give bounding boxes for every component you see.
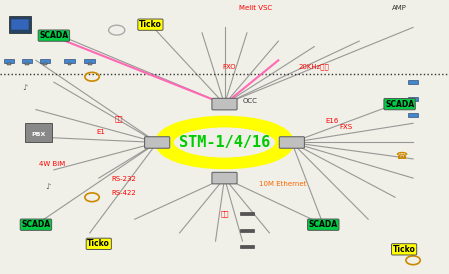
- Bar: [25, 123, 52, 142]
- FancyBboxPatch shape: [212, 98, 237, 110]
- Text: RS-232: RS-232: [111, 176, 136, 182]
- Text: AMP: AMP: [392, 5, 407, 11]
- Text: Ticko: Ticko: [393, 245, 415, 254]
- Bar: [40, 59, 50, 63]
- FancyBboxPatch shape: [145, 137, 170, 148]
- Bar: [25, 63, 29, 65]
- Bar: [408, 80, 418, 84]
- FancyBboxPatch shape: [212, 172, 237, 184]
- Bar: [9, 16, 31, 33]
- Text: ♪: ♪: [22, 83, 28, 92]
- Bar: [240, 245, 254, 248]
- Bar: [240, 229, 254, 232]
- Bar: [43, 63, 47, 65]
- Text: ☎: ☎: [395, 151, 407, 161]
- Bar: [68, 63, 71, 65]
- Text: RS-422: RS-422: [111, 190, 136, 196]
- Text: FXS: FXS: [339, 124, 352, 130]
- Text: E16: E16: [326, 118, 339, 124]
- Text: SCADA: SCADA: [22, 220, 50, 229]
- Text: SCADA: SCADA: [40, 31, 68, 40]
- Text: PBX: PBX: [31, 132, 45, 137]
- Text: 4W BiM: 4W BiM: [39, 161, 65, 167]
- Text: Melit VSC: Melit VSC: [239, 5, 273, 11]
- Text: 20KHz音频: 20KHz音频: [299, 64, 330, 70]
- Text: Ticko: Ticko: [139, 20, 162, 29]
- Text: STM-1/4/16: STM-1/4/16: [179, 135, 270, 150]
- Text: SCADA: SCADA: [385, 100, 414, 109]
- Text: FXO: FXO: [222, 64, 236, 70]
- Bar: [84, 59, 95, 63]
- Text: ♪: ♪: [45, 182, 50, 191]
- Bar: [408, 113, 418, 117]
- Bar: [240, 212, 254, 215]
- Bar: [4, 59, 14, 63]
- FancyBboxPatch shape: [279, 137, 304, 148]
- Text: 10M Ethernet: 10M Ethernet: [259, 181, 307, 187]
- Bar: [64, 59, 75, 63]
- Bar: [88, 63, 92, 65]
- Text: 串接: 串接: [115, 116, 123, 122]
- Bar: [408, 97, 418, 101]
- Bar: [11, 19, 29, 30]
- Bar: [7, 63, 11, 65]
- Text: 宽范: 宽范: [220, 210, 229, 217]
- Text: E1: E1: [97, 129, 106, 135]
- Bar: [22, 59, 32, 63]
- Text: Ticko: Ticko: [88, 239, 110, 248]
- Text: OCC: OCC: [242, 98, 257, 104]
- Text: SCADA: SCADA: [309, 220, 338, 229]
